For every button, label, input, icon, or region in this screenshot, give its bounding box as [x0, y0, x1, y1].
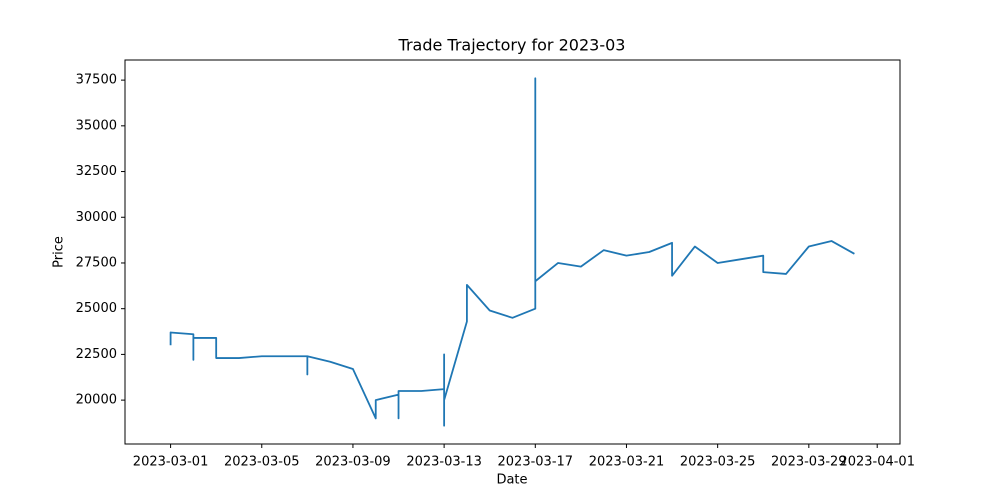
x-tick-label: 2023-03-17 — [498, 455, 574, 470]
y-axis-label: Price — [52, 236, 67, 268]
x-tick-label: 2023-03-09 — [315, 455, 391, 470]
y-tick-label: 32500 — [76, 164, 117, 179]
x-tick-label: 2023-03-29 — [771, 455, 847, 470]
y-tick-label: 25000 — [76, 301, 117, 316]
y-tick-label: 30000 — [76, 210, 117, 225]
x-tick-label: 2023-04-01 — [839, 455, 915, 470]
x-tick-label: 2023-03-01 — [133, 455, 209, 470]
plot-frame — [124, 59, 901, 445]
x-axis-label: Date — [496, 473, 527, 488]
x-tick-label: 2023-03-13 — [406, 455, 482, 470]
y-tick-label: 27500 — [76, 255, 117, 270]
y-tick-label: 35000 — [76, 118, 117, 133]
y-tick-label: 22500 — [76, 347, 117, 362]
y-tick-label: 20000 — [76, 393, 117, 408]
y-tick-label: 37500 — [76, 73, 117, 88]
chart-title: Trade Trajectory for 2023-03 — [398, 36, 626, 55]
x-tick-label: 2023-03-25 — [680, 455, 756, 470]
price-line — [169, 77, 855, 427]
x-tick-label: 2023-03-21 — [589, 455, 665, 470]
x-tick-label: 2023-03-05 — [224, 455, 300, 470]
